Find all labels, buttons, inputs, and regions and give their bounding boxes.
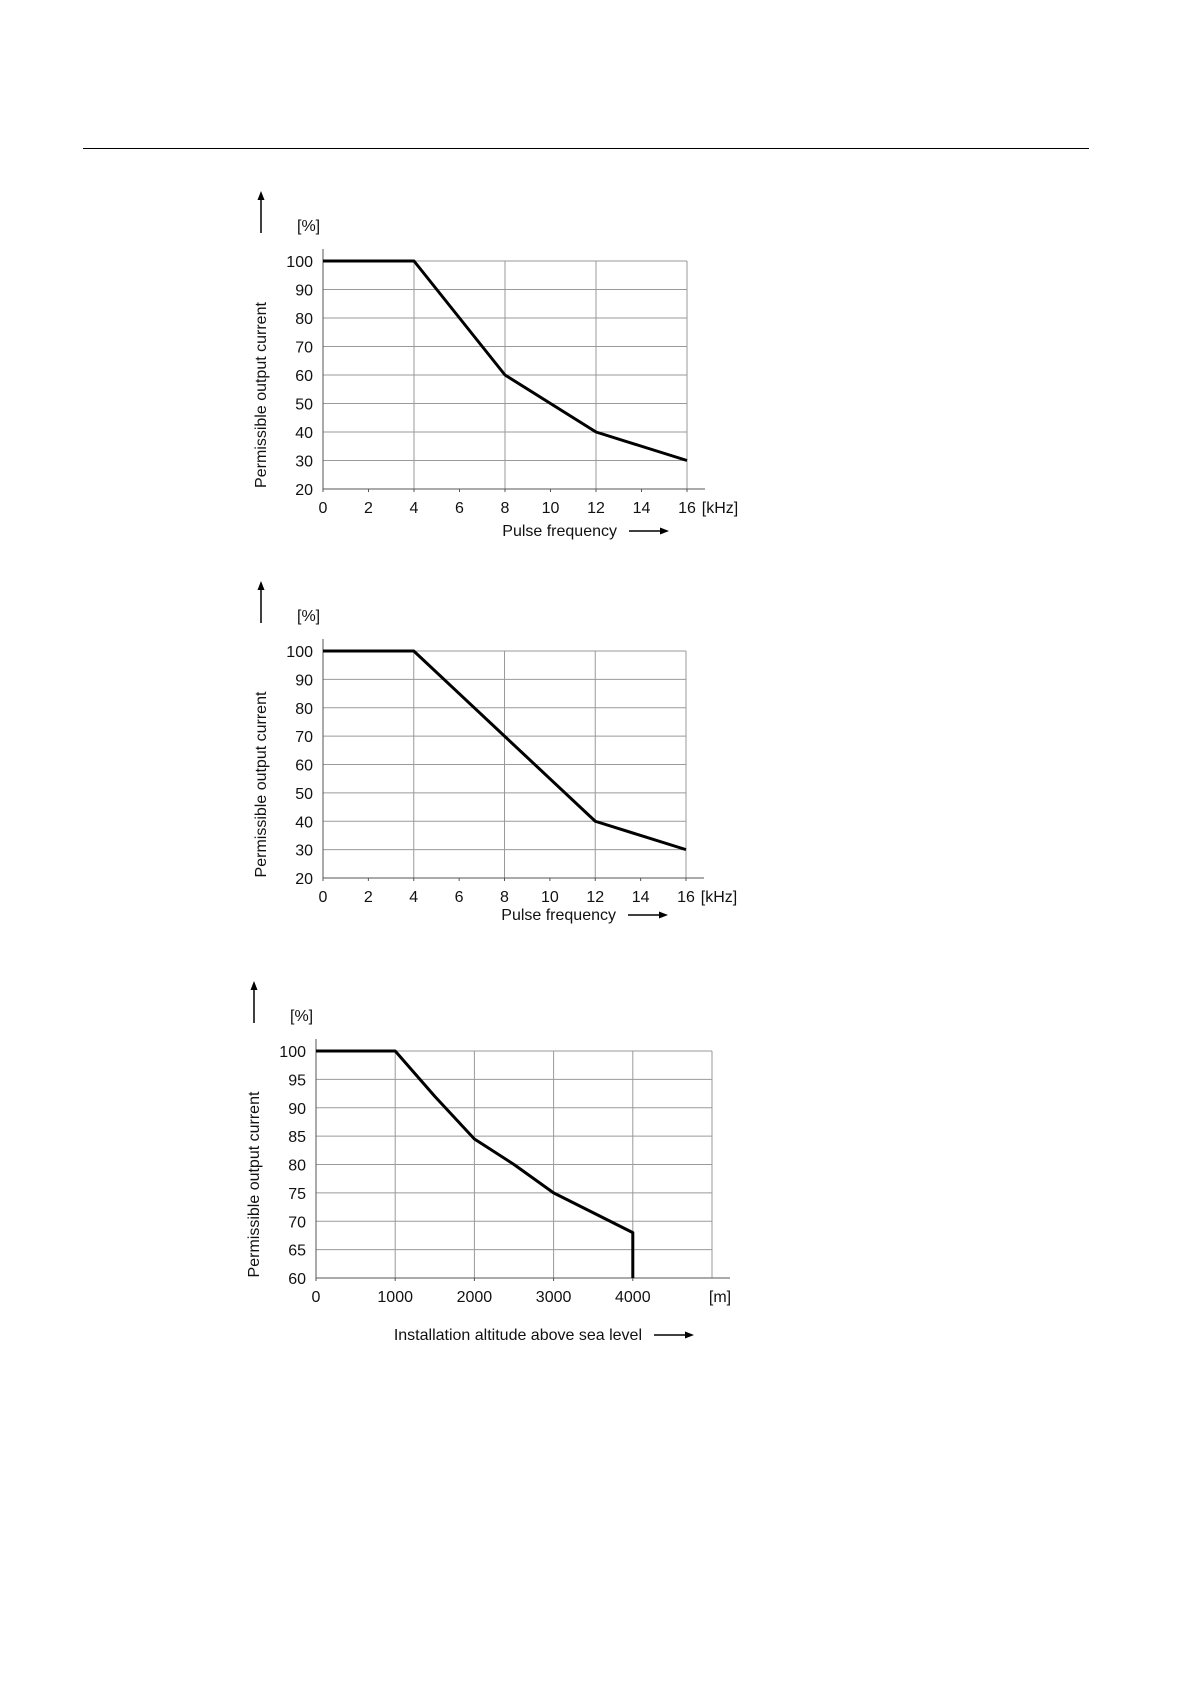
y-tick-label: 100 <box>286 644 313 661</box>
x-tick-label: 4 <box>409 889 418 906</box>
y-axis-arrow-icon <box>257 191 265 200</box>
y-tick-label: 90 <box>295 283 313 300</box>
series-line <box>316 1049 635 1278</box>
x-tick-label: 0 <box>312 1289 321 1306</box>
x-unit-label: [m] <box>709 1289 731 1306</box>
y-tick-label: 90 <box>295 672 313 689</box>
x-tick-label: 6 <box>455 500 464 517</box>
y-tick-label: 95 <box>288 1072 306 1089</box>
y-tick-label: 80 <box>295 311 313 328</box>
x-unit-label: [kHz] <box>701 889 737 906</box>
x-tick-label: 2 <box>364 889 373 906</box>
y-tick-label: 60 <box>288 1271 306 1288</box>
x-tick-label: 12 <box>587 500 605 517</box>
y-unit-label: [%] <box>297 218 320 235</box>
y-tick-label: 100 <box>286 254 313 271</box>
x-tick-label: 3000 <box>536 1289 572 1306</box>
x-tick-label: 10 <box>542 500 560 517</box>
y-tick-label: 30 <box>295 454 313 471</box>
x-tick-label: 8 <box>500 889 509 906</box>
y-tick-label: 80 <box>295 701 313 718</box>
y-tick-label: 80 <box>288 1158 306 1175</box>
x-axis-arrow-icon <box>685 1331 694 1339</box>
y-unit-label: [%] <box>290 1008 313 1025</box>
x-axis-arrow-icon <box>660 527 669 535</box>
y-tick-label: 70 <box>288 1214 306 1231</box>
y-tick-label: 100 <box>279 1044 306 1061</box>
x-tick-label: 10 <box>541 889 559 906</box>
x-axis-arrow-icon <box>659 911 668 919</box>
y-tick-label: 60 <box>295 368 313 385</box>
x-tick-label: 14 <box>632 889 650 906</box>
y-tick-label: 50 <box>295 397 313 414</box>
x-axis-title: Pulse frequency <box>501 907 616 924</box>
series-line <box>323 259 688 462</box>
y-tick-label: 20 <box>295 482 313 499</box>
series-line <box>323 649 687 852</box>
x-tick-label: 14 <box>633 500 651 517</box>
y-unit-label: [%] <box>297 608 320 625</box>
y-tick-label: 30 <box>295 843 313 860</box>
x-tick-label: 2 <box>364 500 373 517</box>
x-tick-label: 16 <box>678 500 696 517</box>
y-tick-label: 85 <box>288 1129 306 1146</box>
y-axis-title: Permissible output current <box>253 691 270 877</box>
x-axis-title: Pulse frequency <box>502 523 617 540</box>
y-tick-label: 20 <box>295 871 313 888</box>
x-tick-label: 4000 <box>615 1289 651 1306</box>
x-tick-label: 6 <box>455 889 464 906</box>
header-rule <box>83 148 1089 149</box>
y-tick-label: 60 <box>295 758 313 775</box>
y-tick-label: 40 <box>295 814 313 831</box>
y-axis-arrow-icon <box>250 981 258 990</box>
x-unit-label: [kHz] <box>702 500 738 517</box>
x-tick-label: 2000 <box>457 1289 493 1306</box>
y-tick-label: 65 <box>288 1243 306 1260</box>
x-tick-label: 0 <box>319 500 328 517</box>
x-tick-label: 12 <box>586 889 604 906</box>
y-axis-title: Permissible output current <box>246 1091 263 1277</box>
x-tick-label: 1000 <box>377 1289 413 1306</box>
x-tick-label: 0 <box>319 889 328 906</box>
x-tick-label: 8 <box>501 500 510 517</box>
y-axis-arrow-icon <box>257 581 265 590</box>
y-tick-label: 40 <box>295 425 313 442</box>
y-axis-title: Permissible output current <box>253 302 270 488</box>
y-tick-label: 75 <box>288 1186 306 1203</box>
y-tick-label: 70 <box>295 729 313 746</box>
y-tick-label: 50 <box>295 786 313 803</box>
y-tick-label: 90 <box>288 1101 306 1118</box>
x-tick-label: 16 <box>677 889 695 906</box>
y-tick-label: 70 <box>295 340 313 357</box>
x-tick-label: 4 <box>410 500 419 517</box>
x-axis-title: Installation altitude above sea level <box>394 1327 642 1344</box>
